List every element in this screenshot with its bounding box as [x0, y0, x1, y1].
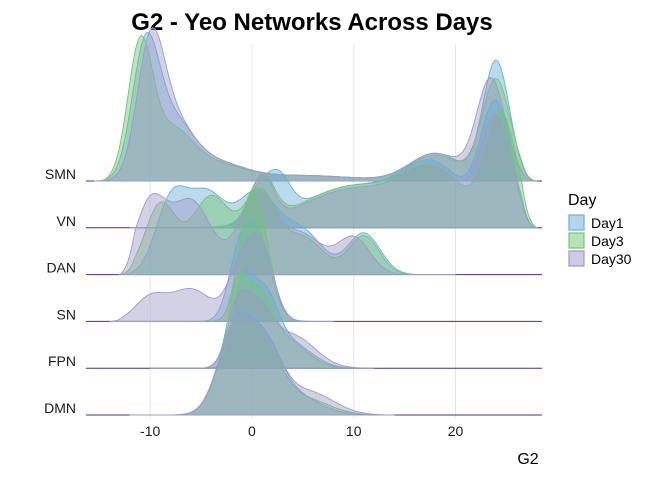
y-tick-label-sn: SN — [57, 306, 76, 322]
y-tick-labels: DMN FPN SN DAN VN SMN — [44, 166, 76, 416]
y-tick-label-vn: VN — [57, 213, 76, 229]
y-tick-label-smn: SMN — [45, 166, 76, 182]
y-tick-label-dmn: DMN — [44, 400, 76, 416]
x-tick-label-2: 10 — [346, 423, 362, 439]
legend-swatch-day1 — [568, 214, 585, 231]
density-dan-day3 — [119, 187, 456, 276]
legend-title: Day — [568, 192, 596, 209]
ridge-row-smn — [86, 27, 542, 182]
y-tick-label-fpn: FPN — [48, 353, 76, 369]
legend-swatch-day30 — [568, 250, 585, 267]
x-tick-label-3: 20 — [448, 423, 464, 439]
x-tick-label-0: -10 — [140, 423, 160, 439]
y-tick-label-dan: DAN — [46, 260, 76, 276]
ridge-row-vn — [86, 99, 542, 229]
density-dmn-day30 — [129, 313, 395, 416]
ridge-row-dmn — [86, 311, 542, 416]
chart-title: G2 - Yeo Networks Across Days — [131, 9, 493, 36]
density-ridges — [86, 27, 542, 416]
grid-lines — [149, 44, 456, 418]
x-axis-title: G2 — [517, 451, 538, 468]
ridge-row-fpn — [86, 269, 542, 369]
ridge-row-sn — [86, 189, 542, 322]
density-dan-day30 — [118, 192, 456, 276]
density-smn-day30 — [94, 27, 537, 182]
density-dan-day1 — [119, 185, 456, 276]
ridge-row-dan — [86, 185, 542, 276]
legend-label-day3: Day3 — [591, 233, 624, 249]
density-vn-day30 — [129, 113, 538, 229]
legend-swatch-day3 — [568, 232, 585, 249]
legend-label-day30: Day30 — [591, 251, 632, 267]
legend: Day Day1 Day3 Day30 — [568, 192, 632, 267]
x-tick-label-1: 0 — [248, 423, 256, 439]
x-tick-labels: -10 0 10 20 — [140, 423, 463, 439]
density-sn-day30 — [109, 232, 334, 322]
legend-label-day1: Day1 — [591, 215, 624, 231]
density-fpn-day30 — [150, 289, 375, 369]
